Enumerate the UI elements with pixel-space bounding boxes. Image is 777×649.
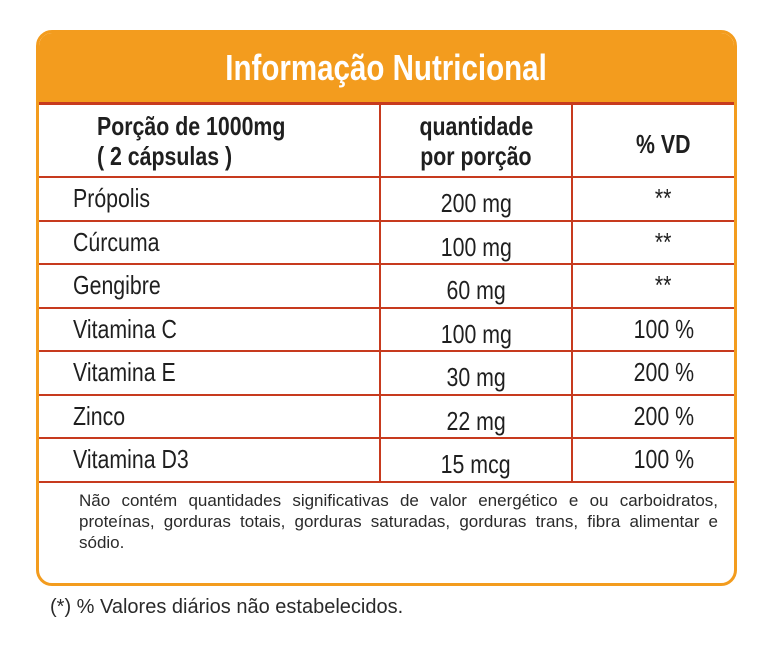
nutrient-name-text: Vitamina E (73, 357, 176, 388)
header-quantity-line1: quantidade (419, 110, 533, 141)
table-row: Própolis 200 mg ** (39, 178, 734, 222)
title-bar: Informação Nutricional (39, 33, 734, 105)
nutrient-vd-text: 200 % (633, 357, 694, 388)
table-row: Cúrcuma 100 mg ** (39, 221, 734, 265)
nutrient-vd-text: 200 % (633, 400, 694, 431)
nutrient-name-text: Vitamina C (73, 313, 177, 344)
nutrient-vd: ** (573, 265, 734, 307)
table-row: Gengibre 60 mg ** (39, 265, 734, 309)
nutrient-name-text: Própolis (73, 183, 151, 214)
nutrient-name: Gengibre (39, 265, 381, 307)
nutrient-name: Vitamina C (39, 308, 381, 350)
nutrient-quantity-text: 30 mg (446, 362, 506, 393)
nutrient-quantity: 100 mg (381, 221, 573, 263)
table-row: Zinco 22 mg 200 % (39, 395, 734, 439)
nutrition-label: Informação Nutricional Porção de 1000mg … (36, 30, 737, 586)
nutrient-quantity: 60 mg (381, 265, 573, 307)
nutrient-quantity-text: 100 mg (440, 231, 512, 262)
table-row: Vitamina E 30 mg 200 % (39, 352, 734, 396)
disclaimer-note: Não contém quantidades significativas de… (79, 490, 718, 552)
nutrient-quantity: 15 mcg (381, 439, 573, 481)
nutrient-vd-text: ** (655, 270, 672, 301)
nutrient-quantity-text: 200 mg (440, 188, 512, 219)
nutrient-name: Própolis (39, 178, 381, 220)
header-quantity: quantidade por porção (381, 105, 573, 176)
nutrient-name: Vitamina E (39, 352, 381, 394)
nutrient-vd-text: ** (655, 226, 672, 257)
nutrient-quantity: 22 mg (381, 395, 573, 437)
nutrient-quantity-text: 100 mg (440, 318, 512, 349)
nutrient-name: Cúrcuma (39, 221, 381, 263)
nutrient-quantity-text: 60 mg (446, 275, 506, 306)
nutrient-name-text: Zinco (73, 400, 126, 431)
nutrient-vd-text: ** (655, 183, 672, 214)
nutrient-quantity: 100 mg (381, 308, 573, 350)
header-quantity-line2: por porção (420, 140, 532, 171)
table-row: Vitamina D3 15 mcg 100 % (39, 439, 734, 483)
table-row: Vitamina C 100 mg 100 % (39, 308, 734, 352)
nutrient-vd: 100 % (573, 309, 734, 351)
nutrient-name: Zinco (39, 395, 381, 437)
header-vd-text: % VD (636, 129, 691, 159)
nutrient-vd: 200 % (573, 396, 734, 438)
nutrient-name-text: Gengibre (73, 270, 161, 301)
nutrition-table: Porção de 1000mg ( 2 cápsulas ) quantida… (39, 105, 734, 483)
header-vd: % VD (573, 105, 734, 176)
header-portion-line1: Porção de 1000mg (97, 110, 286, 141)
nutrient-vd-text: 100 % (633, 444, 694, 475)
nutrient-vd: ** (573, 222, 734, 264)
nutrient-vd-text: 100 % (633, 313, 694, 344)
nutrient-quantity: 30 mg (381, 352, 573, 394)
nutrient-quantity-text: 22 mg (446, 405, 506, 436)
label-title: Informação Nutricional (225, 46, 548, 88)
nutrient-vd: ** (573, 178, 734, 220)
footnote: (*) % Valores diários não estabelecidos. (50, 596, 404, 618)
nutrient-vd: 200 % (573, 352, 734, 394)
header-portion: Porção de 1000mg ( 2 cápsulas ) (39, 105, 381, 176)
nutrient-quantity-text: 15 mcg (441, 449, 511, 480)
nutrient-vd: 100 % (573, 439, 734, 481)
nutrient-name-text: Vitamina D3 (73, 444, 189, 475)
nutrient-quantity: 200 mg (381, 178, 573, 220)
nutrient-name: Vitamina D3 (39, 439, 381, 481)
nutrient-name-text: Cúrcuma (73, 226, 160, 257)
header-portion-line2: ( 2 cápsulas ) (97, 140, 233, 171)
table-header-row: Porção de 1000mg ( 2 cápsulas ) quantida… (39, 105, 734, 178)
